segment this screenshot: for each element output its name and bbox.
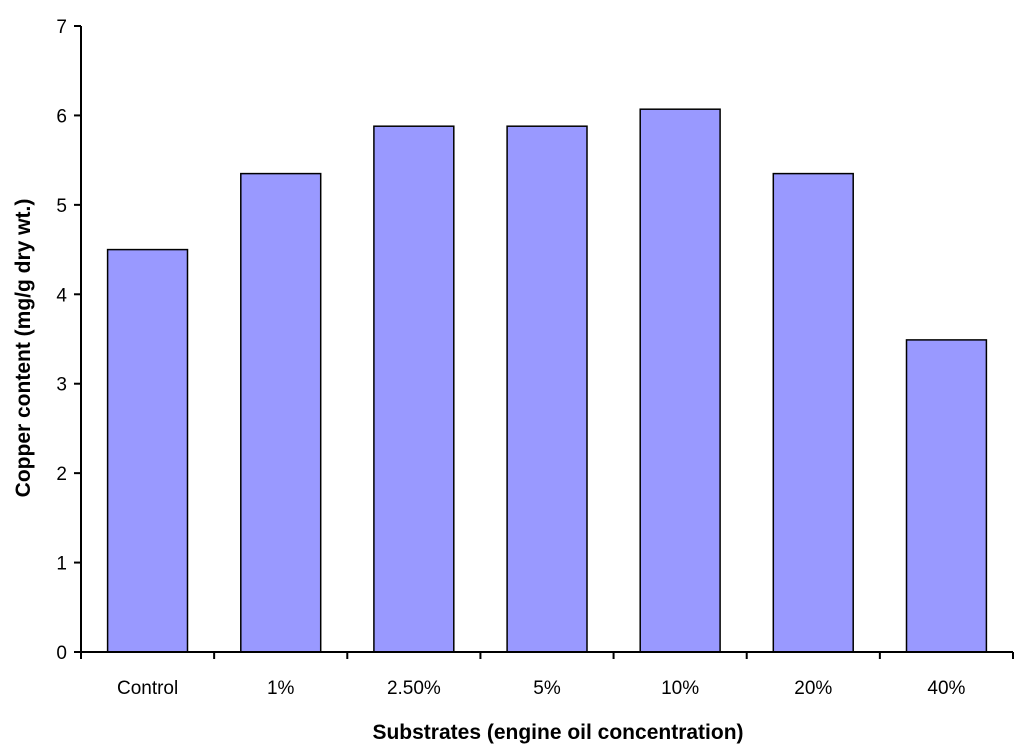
y-tick-label: 0 bbox=[56, 643, 67, 664]
x-tick-label: Control bbox=[117, 678, 178, 699]
bar-6 bbox=[905, 339, 988, 653]
y-tick-label: 4 bbox=[56, 285, 67, 306]
y-axis-title: Copper content (mg/g dry wt.) bbox=[12, 199, 35, 498]
bar-4 bbox=[639, 108, 721, 653]
x-tick-label: 5% bbox=[533, 678, 561, 699]
y-tick-label: 2 bbox=[56, 464, 67, 485]
x-tick-label: 2.50% bbox=[387, 678, 441, 699]
x-tick-label: 40% bbox=[927, 678, 965, 699]
bar-0 bbox=[106, 248, 189, 653]
y-tick-label: 6 bbox=[56, 106, 67, 127]
bar-2 bbox=[373, 125, 455, 653]
x-axis-title: Substrates (engine oil concentration) bbox=[372, 721, 743, 744]
y-ticks-layer: 0 1 2 3 4 5 6 7 bbox=[56, 17, 81, 664]
x-tick-label: 1% bbox=[267, 678, 295, 699]
bar-3 bbox=[506, 125, 588, 653]
y-tick-label: 1 bbox=[56, 554, 67, 575]
bars-layer bbox=[106, 108, 988, 653]
bar-5 bbox=[772, 172, 854, 653]
x-ticks-layer: Control 1% 2.50% 5% 10% 20% 40% bbox=[80, 652, 1014, 699]
bar-1 bbox=[240, 172, 322, 653]
axes-layer bbox=[80, 26, 1013, 653]
y-tick-label: 7 bbox=[56, 17, 67, 38]
y-tick-label: 5 bbox=[56, 196, 67, 217]
y-tick-label: 3 bbox=[56, 375, 67, 396]
x-tick-label: 10% bbox=[661, 678, 699, 699]
x-tick-label: 20% bbox=[794, 678, 832, 699]
